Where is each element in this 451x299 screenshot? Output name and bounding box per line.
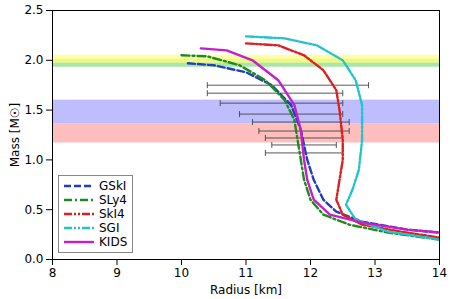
svg-text:2.5: 2.5: [24, 3, 43, 17]
html-text:SLy4: SLy4: [99, 193, 127, 207]
svg-text:13: 13: [367, 266, 382, 280]
html-text:SGI: SGI: [99, 221, 120, 235]
svg-text:10: 10: [174, 266, 189, 280]
svg-text:14: 14: [432, 266, 447, 280]
svg-text:0.0: 0.0: [24, 252, 43, 266]
svg-text:Radius [km]: Radius [km]: [210, 283, 282, 297]
svg-text:1.0: 1.0: [24, 153, 43, 167]
svg-text:2.0: 2.0: [24, 53, 43, 67]
html-text:GSkI: GSkI: [99, 179, 127, 193]
html-text:SkI4: SkI4: [99, 207, 125, 221]
svg-text:11: 11: [238, 266, 253, 280]
svg-text:9: 9: [113, 266, 121, 280]
html-text:KIDS: KIDS: [99, 235, 128, 249]
svg-text:Mass [M☉]: Mass [M☉]: [8, 103, 22, 168]
svg-text:0.5: 0.5: [24, 203, 43, 217]
svg-text:1.5: 1.5: [24, 103, 43, 117]
svg-text:12: 12: [303, 266, 318, 280]
svg-text:8: 8: [49, 266, 57, 280]
